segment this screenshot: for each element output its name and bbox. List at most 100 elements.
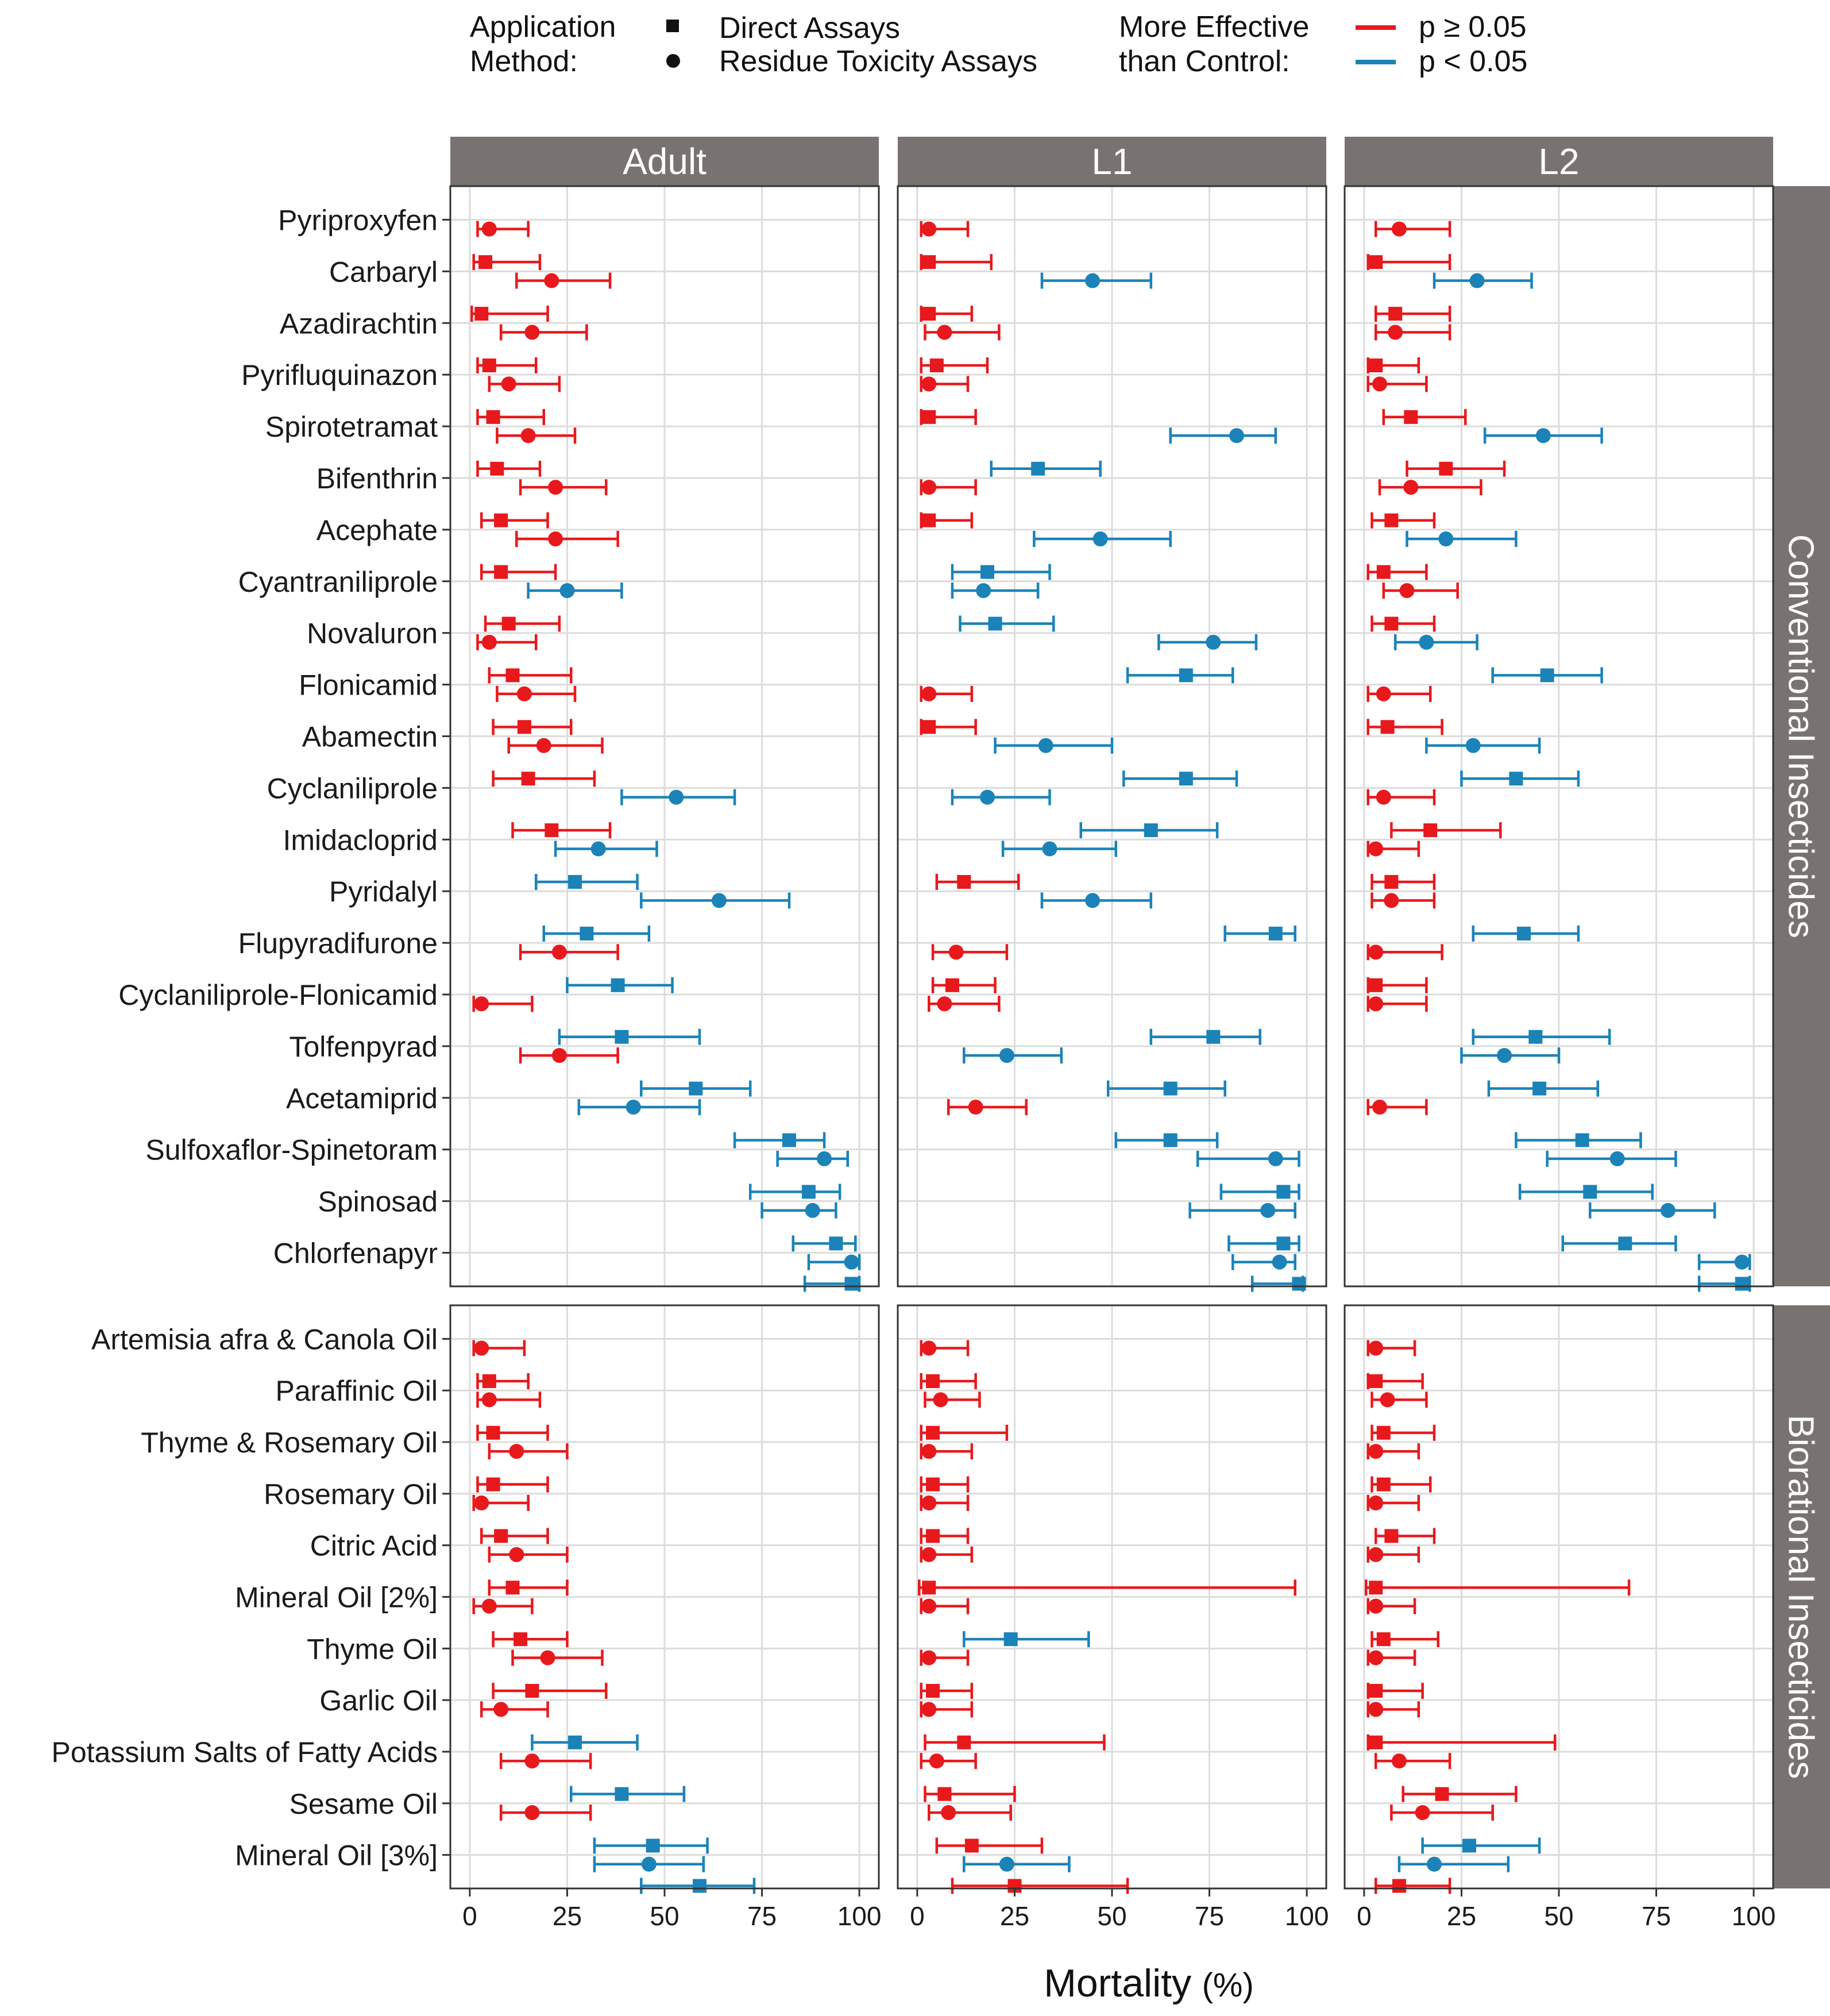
residue-assay-point — [1546, 1150, 1677, 1167]
direct-assay-point — [931, 977, 997, 993]
direct-assay-point — [640, 1878, 756, 1894]
direct-assay-point — [920, 1476, 970, 1493]
square-marker — [486, 1477, 500, 1491]
residue-assay-point — [951, 789, 1051, 805]
circle-marker — [968, 1100, 983, 1115]
square-marker — [957, 875, 971, 889]
square-marker — [922, 513, 936, 527]
direct-assay-point — [1366, 1373, 1424, 1390]
residue-assay-point — [1697, 1254, 1751, 1270]
residue-assay-point — [593, 1856, 705, 1872]
residue-assay-point — [920, 1753, 977, 1770]
y-tick-label: Cyclaniliprole — [267, 772, 438, 804]
circle-marker — [921, 1650, 937, 1666]
square-marker — [1388, 307, 1403, 321]
square-marker — [1404, 410, 1418, 424]
x-tick-label: 50 — [650, 1901, 679, 1931]
direct-assay-point — [920, 254, 993, 271]
square-marker — [514, 1632, 528, 1647]
direct-assay-point — [920, 1528, 970, 1544]
circle-marker — [921, 1340, 937, 1356]
circle-marker — [1268, 1151, 1283, 1166]
residue-assay-point — [1366, 1701, 1420, 1718]
direct-assay-point — [1126, 667, 1234, 684]
direct-assay-point — [1366, 254, 1451, 271]
residue-assay-point — [947, 1099, 1028, 1116]
x-tick-label: 25 — [1000, 1901, 1029, 1931]
circle-marker — [1042, 841, 1057, 857]
direct-assay-point — [1370, 615, 1436, 632]
y-tick-label: Acephate — [316, 514, 438, 546]
x-tick-label: 0 — [1357, 1901, 1372, 1931]
residue-assay-point — [1366, 996, 1428, 1012]
circle-marker — [1415, 1805, 1430, 1820]
direct-assay-point — [1491, 667, 1603, 684]
residue-assay-point — [476, 221, 530, 237]
square-marker — [1380, 720, 1395, 734]
row-strip-conventional-insecticides: Conventional Insecticides — [1773, 186, 1830, 1286]
circle-marker — [933, 1392, 948, 1408]
square-marker — [926, 1683, 940, 1698]
residue-assay-point — [515, 531, 619, 548]
direct-assay-point — [1366, 1734, 1557, 1751]
square-marker — [988, 616, 1002, 631]
row-strip-biorational-insecticides: Biorational Insecticides — [1773, 1305, 1830, 1888]
direct-assay-point — [1370, 512, 1436, 529]
residue-assay-point — [1366, 685, 1432, 702]
square-marker — [980, 565, 994, 579]
square-marker — [1206, 1030, 1221, 1044]
direct-assay-point — [1370, 1631, 1440, 1648]
square-marker — [1376, 1477, 1391, 1491]
square-marker — [1376, 565, 1391, 579]
direct-assay-point — [531, 1734, 639, 1751]
residue-assay-point — [920, 479, 977, 496]
direct-assay-point — [920, 1373, 977, 1390]
direct-assay-point — [1366, 564, 1428, 580]
circle-marker — [1038, 738, 1053, 753]
circle-marker — [921, 1495, 937, 1511]
direct-assay-point — [1219, 1184, 1300, 1200]
direct-assay-point — [1421, 1837, 1541, 1854]
circle-marker — [524, 325, 540, 340]
column-strip-bg — [450, 137, 879, 186]
row-strip-label: Biorational Insecticides — [1781, 1414, 1821, 1779]
square-marker — [486, 1425, 500, 1440]
y-axis-labels-biorational-insecticides: Artemisia afra & Canola Oil Paraffinic Oi… — [52, 1323, 450, 1872]
residue-assay-point — [1001, 841, 1118, 857]
square-marker — [926, 1477, 940, 1491]
direct-assay-point — [920, 1424, 1009, 1441]
circle-marker — [548, 480, 563, 495]
direct-assay-point — [534, 874, 639, 891]
circle-marker — [481, 1598, 497, 1614]
circle-marker — [1465, 738, 1481, 753]
circle-marker — [641, 1856, 657, 1872]
circle-marker — [524, 1805, 540, 1820]
y-tick-label: Azadirachtin — [280, 307, 438, 340]
circle-marker — [1368, 1547, 1384, 1562]
panel-conventional-insecticides-adult — [449, 185, 880, 1292]
square-marker — [1163, 1133, 1177, 1147]
direct-assay-point — [1375, 1878, 1451, 1894]
direct-assay-point — [472, 254, 542, 271]
circle-marker — [1438, 531, 1454, 547]
square-marker — [1369, 1581, 1383, 1595]
square-marker — [646, 1838, 660, 1853]
square-marker — [505, 668, 520, 683]
circle-marker — [921, 1702, 937, 1717]
residue-assay-point — [1406, 531, 1518, 548]
residue-assay-point — [1375, 1753, 1451, 1770]
residue-assay-point — [577, 1099, 701, 1116]
residue-assay-point — [1370, 1391, 1428, 1408]
residue-assay-point — [1425, 737, 1541, 754]
circle-marker — [626, 1100, 641, 1115]
square-marker — [1462, 1838, 1477, 1853]
circle-marker — [941, 1805, 956, 1820]
circle-marker — [979, 789, 995, 805]
y-tick-label: Pyrifluquinazon — [241, 359, 438, 391]
circle-marker — [921, 376, 937, 392]
residue-assay-point — [1397, 1856, 1510, 1872]
y-tick-label: Mineral Oil [2%] — [235, 1582, 438, 1614]
residue-assay-point — [1040, 272, 1153, 289]
square-marker — [1369, 1374, 1383, 1389]
